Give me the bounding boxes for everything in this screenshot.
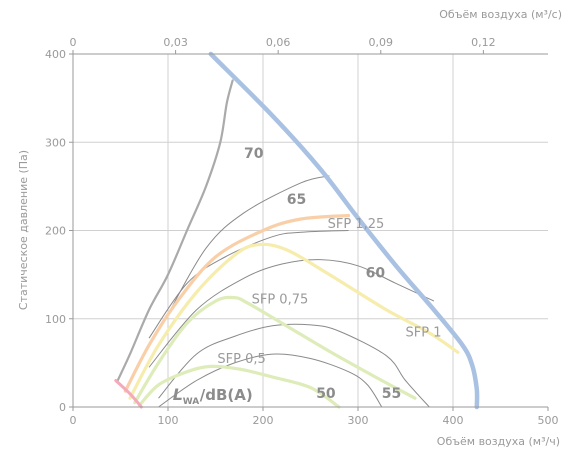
x2-tick-label: 0,06 [266, 36, 291, 49]
labels: SFP 1,25 SFP 1 SFP 0,75 SFP 0,5 70 65 60 55 50 L W… [173, 146, 442, 407]
curve-label: SFP 1,25 [328, 217, 385, 232]
y-tick-label: 400 [45, 48, 66, 61]
series-line-left-limit [116, 79, 234, 382]
y-tick-label: 300 [45, 136, 66, 149]
noise-label-55: 55 [382, 386, 401, 402]
y-tick-label: 0 [59, 401, 66, 414]
x2-axis-label: Объём воздуха (м³/с) [439, 8, 562, 21]
x-tick-label: 500 [538, 414, 559, 427]
noise-curve-50 [158, 353, 383, 408]
noise-label-50: 50 [316, 386, 336, 402]
lwa-label-main: L [173, 385, 183, 404]
lwa-label-rest: /dB(A) [200, 386, 253, 404]
x-tick-label: 200 [253, 414, 274, 427]
series-line-sfp-0-5 [137, 364, 341, 409]
noise-curve-60 [148, 259, 435, 368]
x-tick-label: 100 [158, 414, 179, 427]
noise-label-65: 65 [287, 192, 306, 208]
curve-label: SFP 0,5 [217, 352, 265, 367]
noise-label-60: 60 [366, 265, 386, 281]
y-tick-label: 200 [45, 225, 66, 238]
x-tick-label: 300 [348, 414, 369, 427]
x2-tick-label: 0,12 [471, 36, 496, 49]
x2-tick-label: 0,03 [163, 36, 188, 49]
axes: 0 100 200 300 400 500 0 100 200 300 400 0 0,03 0,06 0,… [45, 36, 559, 427]
y-tick-label: 100 [45, 313, 66, 326]
series-line-sfp-0-75 [133, 295, 417, 405]
series-line-sfp-1-25 [123, 213, 351, 393]
curve-label: SFP 0,75 [252, 293, 309, 308]
grid [73, 54, 548, 407]
x2-tick-label: 0 [70, 36, 77, 49]
low-limit-line [114, 379, 143, 409]
x-axis-label: Объём воздуха (м³/ч) [437, 435, 560, 448]
noise-curve-55 [158, 323, 430, 408]
curves [114, 51, 480, 410]
x-tick-label: 400 [443, 414, 464, 427]
series-line-fan-curve-max [208, 51, 480, 410]
x-tick-label: 0 [70, 414, 77, 427]
curve-label: SFP 1 [406, 325, 442, 340]
noise-curve-70 [167, 175, 330, 315]
noise-label-70: 70 [244, 146, 264, 162]
x2-tick-label: 0,09 [369, 36, 394, 49]
y-axis-label: Статическое давление (Па) [17, 150, 30, 310]
series-line-sfp-1 [128, 242, 460, 400]
lwa-label-sub: WA [183, 397, 200, 407]
